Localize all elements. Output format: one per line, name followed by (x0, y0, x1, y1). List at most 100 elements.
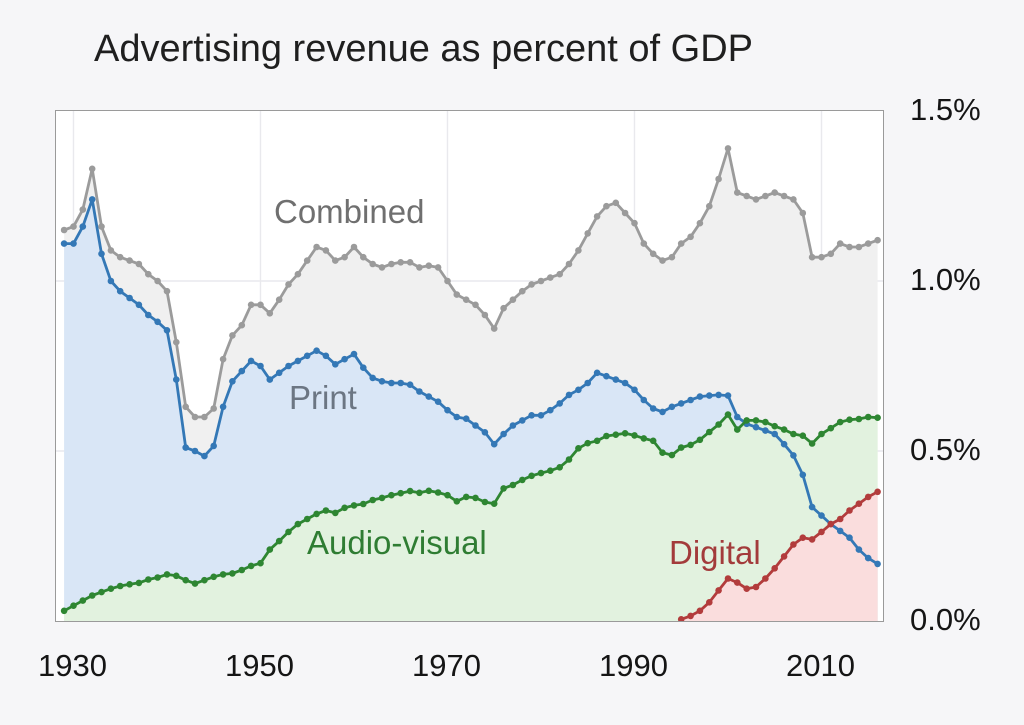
series-point-print (425, 393, 433, 400)
series-point-print (593, 369, 601, 377)
series-point-audio-visual (537, 469, 545, 477)
series-point-audio-visual (257, 559, 264, 567)
series-point-audio-visual (649, 437, 657, 445)
series-point-print (836, 527, 844, 535)
series-point-combined (734, 189, 741, 196)
series-point-combined (584, 230, 591, 237)
x-tick-1930: 1930 (38, 648, 107, 683)
series-point-print (790, 452, 797, 459)
series-point-print (472, 422, 479, 429)
series-point-combined (724, 145, 732, 152)
series-point-audio-visual (668, 451, 676, 459)
series-point-audio-visual (846, 416, 853, 424)
series-point-digital (771, 565, 778, 572)
series-point-combined (79, 206, 87, 213)
series-point-combined (341, 253, 348, 261)
series-area-digital (681, 491, 878, 621)
series-point-audio-visual (210, 573, 217, 581)
series-point-print (453, 413, 461, 421)
series-point-audio-visual (827, 424, 835, 432)
series-point-audio-visual (98, 588, 105, 596)
x-tick-1970: 1970 (412, 648, 481, 683)
y-tick-0.5%: 0.5% (910, 432, 981, 467)
series-point-audio-visual (836, 418, 844, 426)
x-tick-2010: 2010 (786, 648, 855, 683)
series-point-print (752, 423, 760, 431)
series-point-print (649, 405, 657, 412)
series-point-audio-visual (163, 571, 171, 578)
series-point-combined (659, 257, 666, 264)
series-point-print (285, 362, 292, 370)
series-point-combined (145, 270, 152, 278)
series-point-audio-visual (687, 441, 694, 449)
series-point-combined (640, 240, 648, 247)
series-point-combined (706, 202, 713, 210)
series-point-combined (528, 281, 535, 288)
series-point-combined (649, 250, 657, 258)
series-point-audio-visual (275, 537, 283, 545)
series-point-combined (360, 253, 367, 261)
series-point-audio-visual (425, 487, 433, 495)
series-point-combined (201, 413, 208, 421)
series-point-combined (818, 253, 825, 261)
series-point-audio-visual (790, 430, 797, 438)
series-point-print (360, 364, 367, 371)
series-point-audio-visual (247, 562, 255, 570)
series-point-digital (836, 515, 844, 523)
series-point-print (565, 391, 573, 399)
series-point-print (416, 388, 423, 395)
series-point-combined (369, 260, 377, 268)
series-point-print (556, 400, 563, 407)
series-point-print (70, 240, 77, 247)
series-point-print (406, 381, 414, 389)
series-point-audio-visual (60, 607, 68, 615)
series-point-audio-visual (360, 500, 367, 508)
plot-canvas (56, 111, 883, 621)
series-point-print (116, 287, 124, 295)
series-point-print (575, 386, 582, 394)
series-point-print (107, 277, 115, 285)
series-point-print (706, 392, 713, 399)
series-point-audio-visual (584, 439, 591, 447)
series-point-combined (322, 247, 330, 254)
series-point-audio-visual (201, 576, 208, 584)
series-point-print (350, 350, 358, 358)
series-point-combined (537, 277, 545, 285)
y-tick-1.0%: 1.0% (910, 262, 981, 297)
series-point-print (659, 408, 666, 416)
series-point-audio-visual (219, 571, 227, 578)
series-point-combined (247, 301, 255, 309)
series-point-combined (687, 233, 694, 241)
series-point-audio-visual (874, 414, 881, 422)
chart-title: Advertising revenue as percent of GDP (94, 28, 754, 70)
series-point-print (126, 294, 133, 302)
series-point-combined (313, 243, 320, 251)
series-point-combined (715, 175, 722, 183)
series-point-audio-visual (808, 440, 816, 447)
series-point-audio-visual (294, 520, 302, 528)
series-point-print (547, 406, 554, 414)
series-point-print (257, 362, 264, 370)
series-point-audio-visual (369, 496, 377, 504)
series-point-print (201, 452, 208, 460)
series-point-audio-visual (406, 487, 414, 495)
series-point-print (612, 376, 620, 383)
series-line-combined (62, 147, 879, 419)
series-point-print (219, 403, 227, 411)
series-point-combined (425, 262, 433, 269)
series-point-print (79, 223, 87, 230)
series-point-digital (734, 579, 741, 586)
series-point-audio-visual (490, 500, 498, 508)
series-point-print (173, 376, 180, 383)
series-point-digital (687, 612, 694, 620)
series-point-audio-visual (519, 476, 526, 484)
series-point-combined (406, 259, 414, 266)
series-point-audio-visual (780, 426, 788, 433)
series-point-print (864, 554, 872, 562)
series-point-audio-visual (135, 579, 143, 587)
series-point-audio-visual (659, 449, 666, 457)
series-point-combined (500, 304, 507, 312)
series-point-print (369, 374, 377, 382)
series-point-combined (846, 243, 853, 251)
